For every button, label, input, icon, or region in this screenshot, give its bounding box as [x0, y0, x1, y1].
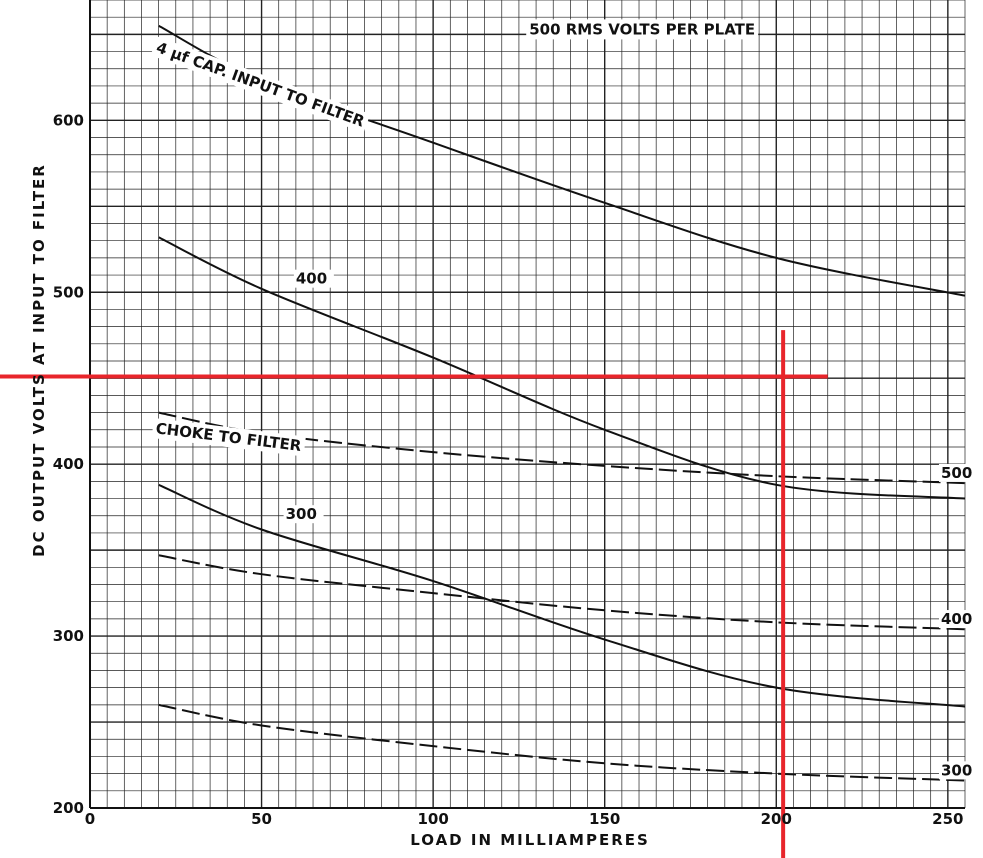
series-label-choke-input-400: 400: [941, 610, 972, 628]
series-label-bg: [283, 505, 324, 524]
y-tick-label: 600: [53, 111, 84, 129]
series-line-cap-input-400: [158, 236, 966, 500]
series-label-cap-input-400: 400: [296, 270, 327, 288]
chart-annotation-2: 4 µf CAP. INPUT TO FILTER: [154, 38, 367, 130]
annotation-bg: [151, 417, 306, 457]
x-tick-label: 200: [761, 810, 792, 828]
series-line-cap-input-300: [158, 483, 966, 708]
y-tick-label: 200: [53, 799, 84, 817]
x-tick-label: 0: [85, 810, 95, 828]
series-label-bg: [938, 761, 979, 780]
chart-grid: [89, 0, 966, 809]
series-label-bg: [293, 269, 334, 288]
y-axis-title: DC OUTPUT VOLTS AT INPUT TO FILTER: [30, 163, 48, 557]
annotation-bg: [526, 19, 759, 40]
x-tick-label: 150: [589, 810, 620, 828]
series-label-choke-input-500: 500: [941, 464, 972, 482]
chart-curves: [158, 24, 966, 782]
series-line-choke-input-300: [158, 703, 966, 782]
annotation-bg: [150, 36, 371, 133]
x-tick-label: 250: [932, 810, 963, 828]
x-tick-label: 100: [417, 810, 448, 828]
series-label-bg: [938, 463, 979, 482]
chart-annotation-3: CHOKE TO FILTER: [155, 419, 303, 455]
chart-axes: [89, 0, 965, 809]
chart-labels: 0 50 100 150 200 250 200 300 400 500 600 LOAD IN MI…: [30, 19, 979, 849]
series-label-cap-input-300: 300: [286, 505, 317, 523]
chart-annotation-1: 500 RMS VOLTS PER PLATE: [529, 20, 755, 38]
x-axis-title: LOAD IN MILLIAMPERES: [410, 831, 650, 849]
series-line-cap-input-500: [158, 24, 966, 297]
y-tick-label: 300: [53, 627, 84, 645]
series-label-bg: [938, 610, 979, 629]
y-tick-label: 500: [53, 283, 84, 301]
series-label-choke-input-300: 300: [941, 761, 972, 779]
reference-lines: [0, 330, 828, 858]
y-tick-label: 400: [53, 455, 84, 473]
x-tick-label: 50: [251, 810, 272, 828]
series-line-choke-input-400: [158, 554, 966, 631]
